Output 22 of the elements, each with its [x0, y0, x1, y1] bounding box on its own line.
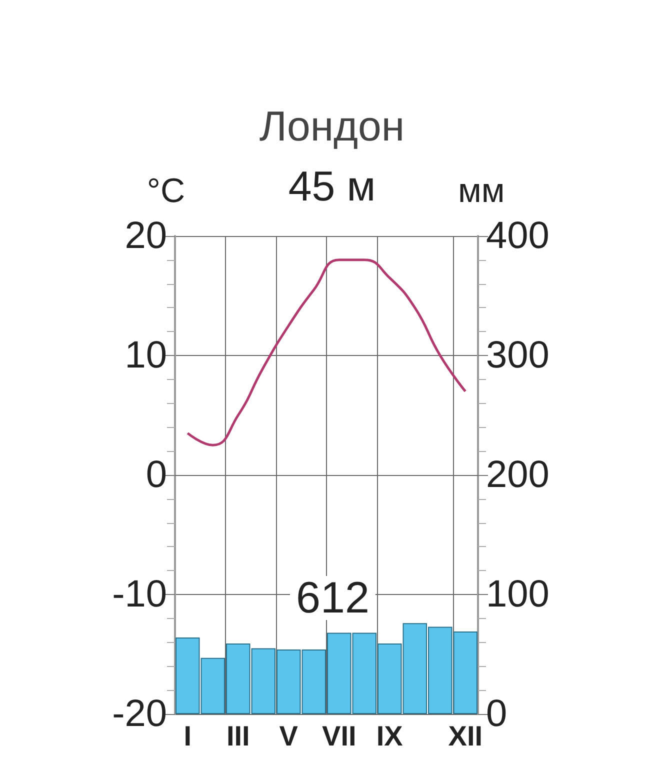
y2-axis-title: мм [458, 172, 505, 210]
y-tick-label: -20 [112, 693, 167, 735]
y2-tick-label: 100 [486, 574, 550, 616]
x-tick-label: VII [322, 720, 356, 752]
chart-subtitle: 45 м [288, 162, 376, 210]
x-tick-label: IX [376, 720, 404, 752]
y-tick-label: 10 [124, 334, 167, 376]
y-axis-title: °C [146, 172, 185, 210]
y2-tick-label: 400 [486, 215, 550, 257]
annotation: 612 [296, 574, 370, 622]
y-tick-label: -10 [112, 574, 167, 616]
x-tick-label: I [184, 720, 192, 752]
x-tick-label: V [279, 720, 298, 752]
y-tick-label: 0 [146, 454, 167, 496]
x-tick-label: XII [448, 720, 482, 752]
line-series [186, 258, 467, 446]
y2-tick-label: 300 [486, 334, 550, 376]
y-tick-label: 20 [124, 215, 167, 257]
chart-title: Лондон [259, 102, 405, 150]
y2-tick-label: 0 [486, 693, 508, 735]
x-tick-label: III [226, 720, 250, 752]
y2-tick-label: 200 [486, 454, 550, 496]
